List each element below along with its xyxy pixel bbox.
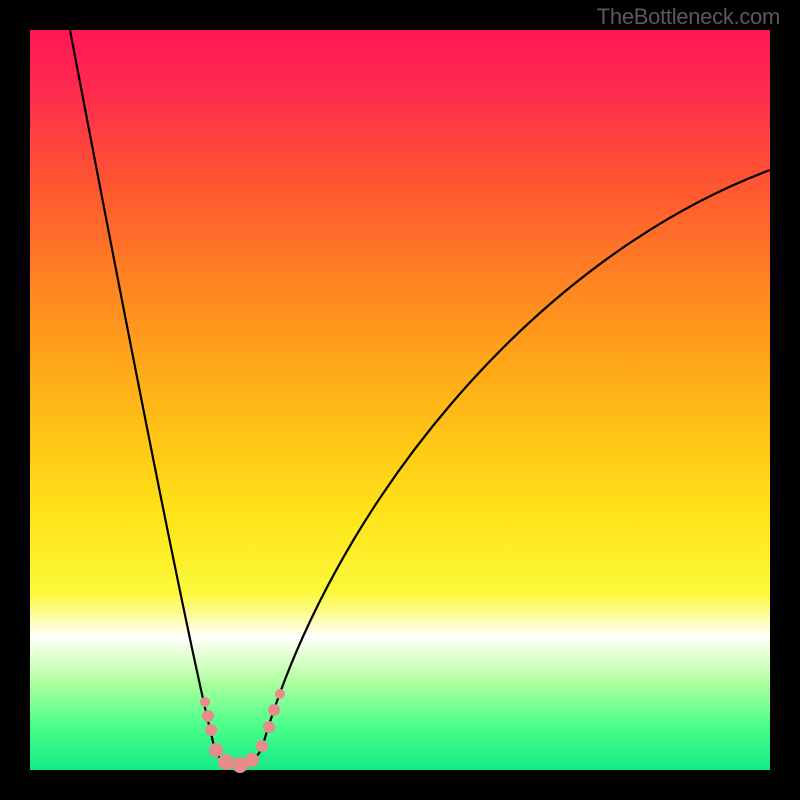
plot-area (30, 30, 770, 770)
curve-marker (256, 740, 268, 752)
curve-marker (202, 710, 214, 722)
curve-marker (268, 704, 280, 716)
watermark-text: TheBottleneck.com (597, 4, 780, 30)
curve-marker (205, 724, 217, 736)
curve-marker (245, 753, 259, 767)
bottleneck-curve (30, 30, 770, 770)
curve-marker (275, 689, 285, 699)
curve-marker (263, 721, 275, 733)
curve-marker (200, 697, 210, 707)
